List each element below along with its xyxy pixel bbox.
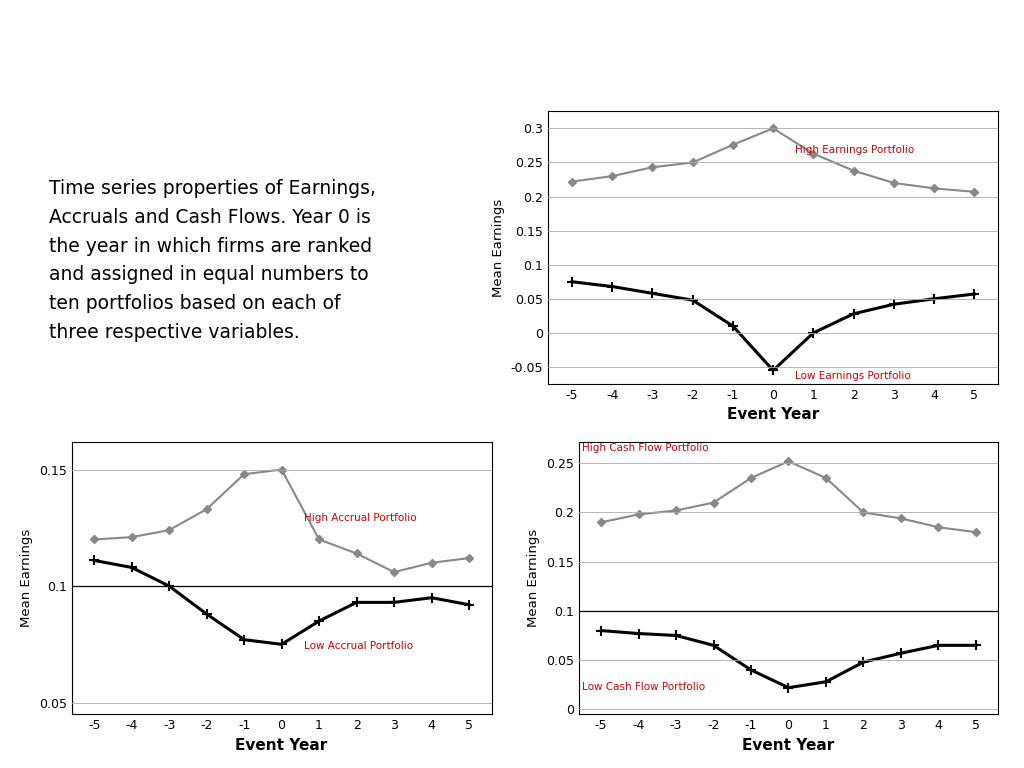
Text: Low Accrual Portfolio: Low Accrual Portfolio [304, 641, 414, 651]
Text: High Earnings Portfolio: High Earnings Portfolio [796, 145, 914, 155]
Text: High Cash Flow Portfolio: High Cash Flow Portfolio [583, 443, 709, 453]
X-axis label: Event Year: Event Year [727, 407, 819, 422]
Text: Low Earnings Portfolio: Low Earnings Portfolio [796, 371, 911, 381]
Text: Empirical Analysis: Test of H1: Empirical Analysis: Test of H1 [50, 664, 825, 716]
Y-axis label: Mean Earnings: Mean Earnings [20, 529, 33, 627]
Y-axis label: Mean Earnings: Mean Earnings [492, 199, 505, 296]
X-axis label: Event Year: Event Year [742, 737, 835, 753]
Y-axis label: Mean Earnings: Mean Earnings [527, 529, 540, 627]
X-axis label: Event Year: Event Year [236, 737, 328, 753]
Text: High Accrual Portfolio: High Accrual Portfolio [304, 513, 417, 523]
Text: Low Cash Flow Portfolio: Low Cash Flow Portfolio [583, 682, 706, 692]
Text: Time series properties of Earnings,
Accruals and Cash Flows. Year 0 is
the year : Time series properties of Earnings, Accr… [49, 179, 376, 342]
